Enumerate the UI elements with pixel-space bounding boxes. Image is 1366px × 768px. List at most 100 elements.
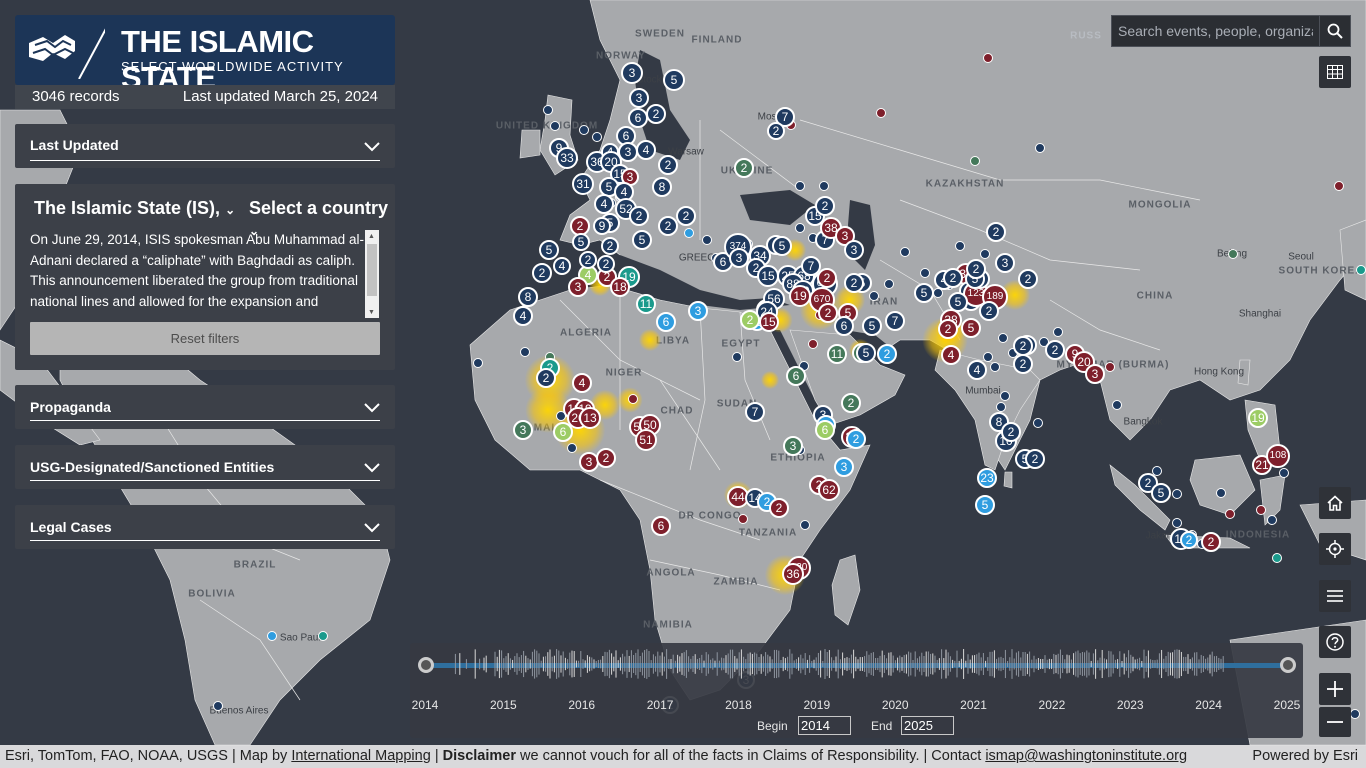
- event-cluster[interactable]: 2: [846, 429, 866, 449]
- event-dot[interactable]: [567, 443, 577, 453]
- contact-email-link[interactable]: ismap@washingtoninstitute.org: [985, 748, 1188, 764]
- event-dot[interactable]: [267, 631, 277, 641]
- event-cluster[interactable]: 13: [579, 407, 601, 429]
- event-cluster[interactable]: 2: [532, 263, 552, 283]
- usg-filter[interactable]: USG-Designated/Sanctioned Entities: [15, 445, 395, 489]
- event-cluster[interactable]: 6: [628, 108, 648, 128]
- event-cluster[interactable]: 15: [757, 265, 779, 287]
- event-cluster[interactable]: 2: [1001, 422, 1021, 442]
- chevron-down-icon[interactable]: [364, 463, 380, 473]
- event-cluster[interactable]: 4: [636, 140, 656, 160]
- event-cluster[interactable]: 2: [979, 301, 999, 321]
- event-dot[interactable]: [983, 53, 993, 63]
- event-cluster[interactable]: 6: [815, 420, 835, 440]
- begin-year-input[interactable]: [798, 716, 851, 735]
- event-cluster[interactable]: 11: [827, 344, 847, 364]
- event-dot[interactable]: [970, 156, 980, 166]
- event-cluster[interactable]: 2: [536, 368, 556, 388]
- chevron-down-icon[interactable]: [364, 403, 380, 413]
- event-dot[interactable]: [998, 333, 1008, 343]
- event-cluster[interactable]: 3: [513, 420, 533, 440]
- event-dot[interactable]: [702, 235, 712, 245]
- event-cluster[interactable]: 2: [1013, 336, 1033, 356]
- event-dot[interactable]: [1172, 489, 1182, 499]
- event-dot[interactable]: [990, 362, 1000, 372]
- event-dot[interactable]: [1272, 553, 1282, 563]
- event-dot[interactable]: [1000, 391, 1010, 401]
- event-dot[interactable]: [684, 228, 694, 238]
- event-cluster[interactable]: 2: [1045, 340, 1065, 360]
- event-dot[interactable]: [1334, 181, 1344, 191]
- mapping-link[interactable]: International Mapping: [291, 748, 431, 764]
- event-cluster[interactable]: 7: [885, 311, 905, 331]
- event-cluster[interactable]: 5: [663, 69, 685, 91]
- reset-filters-button[interactable]: Reset filters: [30, 322, 380, 355]
- event-dot[interactable]: [808, 339, 818, 349]
- event-cluster[interactable]: 2: [1025, 449, 1045, 469]
- end-year-input[interactable]: [901, 716, 954, 735]
- search-button[interactable]: [1319, 16, 1350, 46]
- event-cluster[interactable]: 2: [676, 206, 696, 226]
- event-cluster[interactable]: 3: [618, 142, 638, 162]
- event-dot[interactable]: [550, 121, 560, 131]
- last-updated-filter[interactable]: Last Updated: [15, 124, 395, 168]
- event-dot[interactable]: [628, 394, 638, 404]
- event-cluster[interactable]: 6: [553, 422, 573, 442]
- event-dot[interactable]: [955, 241, 965, 251]
- home-button[interactable]: [1319, 487, 1351, 519]
- event-cluster[interactable]: 2: [1180, 531, 1198, 549]
- propaganda-filter[interactable]: Propaganda: [15, 385, 395, 429]
- event-dot[interactable]: [1256, 505, 1266, 515]
- event-dot[interactable]: [1152, 466, 1162, 476]
- event-cluster[interactable]: 4: [513, 306, 533, 326]
- event-cluster[interactable]: 5: [632, 230, 652, 250]
- event-cluster[interactable]: 23: [977, 468, 997, 488]
- event-cluster[interactable]: 2: [629, 206, 649, 226]
- event-dot[interactable]: [1033, 418, 1043, 428]
- event-cluster[interactable]: 7: [801, 256, 821, 276]
- event-dot[interactable]: [983, 352, 993, 362]
- event-cluster[interactable]: 36: [782, 563, 804, 585]
- event-cluster[interactable]: 4: [967, 360, 987, 380]
- event-cluster[interactable]: 5: [961, 318, 981, 338]
- event-dot[interactable]: [1035, 143, 1045, 153]
- event-dot[interactable]: [1225, 509, 1235, 519]
- event-dot[interactable]: [869, 291, 879, 301]
- legal-cases-filter[interactable]: Legal Cases: [15, 505, 395, 549]
- event-cluster[interactable]: 6: [834, 316, 854, 336]
- event-dot[interactable]: [543, 105, 553, 115]
- event-cluster[interactable]: 2: [658, 155, 678, 175]
- event-dot[interactable]: [1216, 488, 1226, 498]
- event-dot[interactable]: [579, 125, 589, 135]
- event-dot[interactable]: [795, 181, 805, 191]
- event-cluster[interactable]: 33: [556, 147, 578, 169]
- event-cluster[interactable]: 2: [596, 448, 616, 468]
- event-cluster[interactable]: 2: [740, 310, 760, 330]
- table-button[interactable]: [1319, 56, 1351, 88]
- chevron-down-icon[interactable]: [364, 523, 380, 533]
- event-dot[interactable]: [213, 701, 223, 711]
- event-cluster[interactable]: 6: [651, 516, 671, 536]
- event-cluster[interactable]: 5: [856, 343, 876, 363]
- event-dot[interactable]: [1279, 468, 1289, 478]
- event-cluster[interactable]: 2: [579, 251, 597, 269]
- event-cluster[interactable]: 5: [975, 495, 995, 515]
- event-dot[interactable]: [800, 520, 810, 530]
- scroll-down-icon[interactable]: ▼: [368, 309, 375, 316]
- search-input[interactable]: [1112, 16, 1320, 46]
- event-dot[interactable]: [1350, 709, 1360, 719]
- event-cluster[interactable]: 2: [966, 259, 986, 279]
- slider-end-handle[interactable]: [1280, 657, 1296, 673]
- event-cluster[interactable]: 3: [783, 436, 803, 456]
- event-cluster[interactable]: 2: [1018, 269, 1038, 289]
- event-cluster[interactable]: 2: [938, 319, 958, 339]
- event-cluster[interactable]: 2: [601, 237, 619, 255]
- event-dot[interactable]: [473, 358, 483, 368]
- event-dot[interactable]: [520, 347, 530, 357]
- event-dot[interactable]: [318, 631, 328, 641]
- event-cluster[interactable]: 62: [818, 479, 840, 501]
- locate-button[interactable]: [1319, 533, 1351, 565]
- event-cluster[interactable]: 2: [877, 344, 897, 364]
- event-cluster[interactable]: 5: [1151, 483, 1171, 503]
- event-cluster[interactable]: 2: [943, 268, 963, 288]
